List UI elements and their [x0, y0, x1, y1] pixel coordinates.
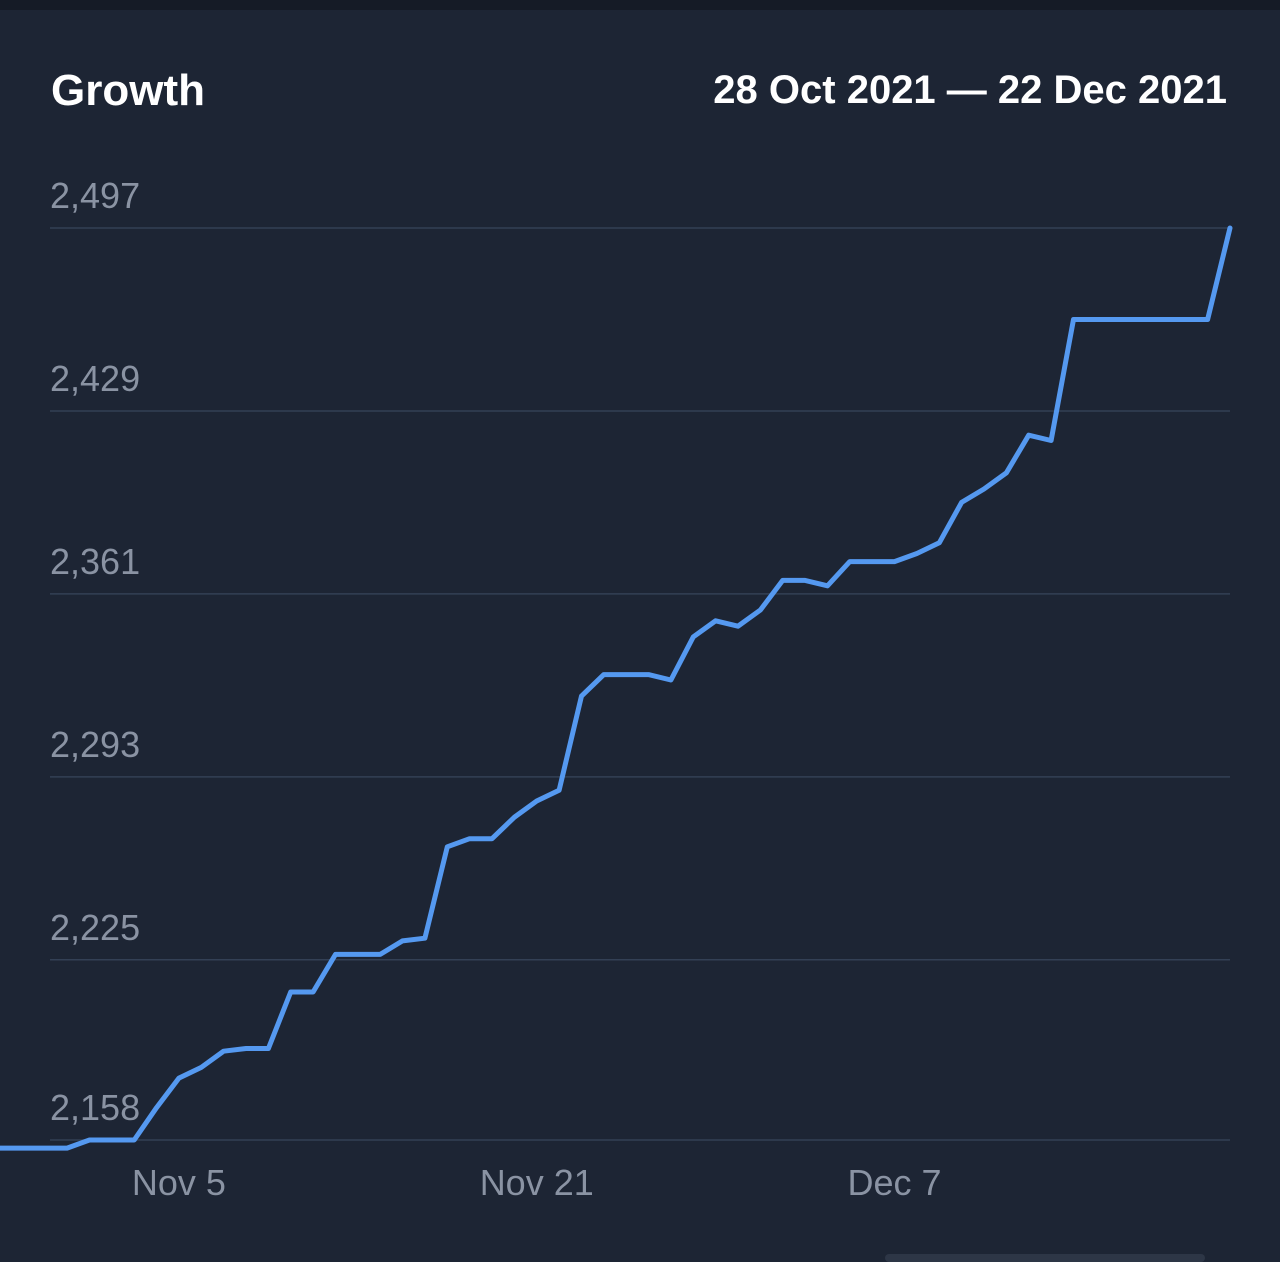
data-point[interactable]	[307, 986, 319, 998]
x-axis-ticks: Nov 5 Nov 21 Dec 7	[132, 1162, 942, 1203]
data-point[interactable]	[866, 556, 878, 568]
data-point[interactable]	[16, 1142, 28, 1154]
data-point[interactable]	[1090, 313, 1102, 325]
data-point[interactable]	[151, 1102, 163, 1114]
data-point[interactable]	[262, 1043, 274, 1055]
data-point[interactable]	[687, 631, 699, 643]
data-point[interactable]	[419, 932, 431, 944]
data-point[interactable]	[106, 1134, 118, 1146]
data-point[interactable]	[441, 841, 453, 853]
chart-title: Growth	[51, 66, 205, 115]
data-point[interactable]	[397, 935, 409, 947]
y-tick-label: 2,497	[50, 175, 140, 216]
data-point[interactable]	[1202, 313, 1214, 325]
data-point[interactable]	[1045, 435, 1057, 447]
y-tick-label: 2,225	[50, 907, 140, 948]
data-point[interactable]	[1224, 222, 1236, 234]
y-tick-label: 2,429	[50, 358, 140, 399]
data-point[interactable]	[173, 1072, 185, 1084]
data-point[interactable]	[61, 1142, 73, 1154]
data-point[interactable]	[218, 1045, 230, 1057]
y-axis-ticks: 2,497 2,429 2,361 2,293 2,225 2,158	[50, 175, 140, 1128]
x-tick-label: Dec 7	[848, 1162, 942, 1203]
data-point[interactable]	[643, 669, 655, 681]
data-point[interactable]	[39, 1142, 51, 1154]
data-point[interactable]	[486, 833, 498, 845]
data-point[interactable]	[195, 1061, 207, 1073]
top-status-strip	[0, 0, 1280, 10]
data-point[interactable]	[754, 604, 766, 616]
data-point[interactable]	[799, 574, 811, 586]
data-point[interactable]	[844, 556, 856, 568]
data-point[interactable]	[933, 537, 945, 549]
data-point[interactable]	[0, 1142, 6, 1154]
data-point[interactable]	[978, 483, 990, 495]
data-point[interactable]	[777, 574, 789, 586]
data-point[interactable]	[1135, 313, 1147, 325]
data-point[interactable]	[575, 690, 587, 702]
series-line[interactable]	[0, 225, 1233, 1151]
data-point[interactable]	[285, 986, 297, 998]
y-tick-label: 2,361	[50, 541, 140, 582]
data-point[interactable]	[329, 948, 341, 960]
data-point[interactable]	[1179, 313, 1191, 325]
x-tick-label: Nov 21	[480, 1162, 594, 1203]
data-point[interactable]	[374, 948, 386, 960]
data-point[interactable]	[665, 674, 677, 686]
data-point[interactable]	[1112, 313, 1124, 325]
grid-layer	[50, 227, 1230, 1141]
data-point[interactable]	[620, 669, 632, 681]
data-point[interactable]	[1000, 467, 1012, 479]
series-layer	[0, 222, 1236, 1154]
bottom-handle	[885, 1254, 1205, 1262]
data-point[interactable]	[1023, 429, 1035, 441]
date-range[interactable]: 28 Oct 2021 — 22 Dec 2021	[713, 68, 1227, 112]
data-point[interactable]	[464, 833, 476, 845]
data-point[interactable]	[956, 496, 968, 508]
data-point[interactable]	[821, 580, 833, 592]
data-point[interactable]	[889, 556, 901, 568]
data-point[interactable]	[531, 795, 543, 807]
data-point[interactable]	[911, 548, 923, 560]
data-point[interactable]	[128, 1134, 140, 1146]
data-point[interactable]	[553, 784, 565, 796]
data-point[interactable]	[710, 615, 722, 627]
data-point[interactable]	[240, 1043, 252, 1055]
y-tick-label: 2,158	[50, 1087, 140, 1128]
data-point[interactable]	[598, 669, 610, 681]
data-point[interactable]	[732, 620, 744, 632]
data-point[interactable]	[83, 1134, 95, 1146]
data-point[interactable]	[508, 811, 520, 823]
data-point[interactable]	[1157, 313, 1169, 325]
data-point[interactable]	[1067, 313, 1079, 325]
data-point[interactable]	[352, 948, 364, 960]
x-tick-label: Nov 5	[132, 1162, 226, 1203]
y-tick-label: 2,293	[50, 724, 140, 765]
